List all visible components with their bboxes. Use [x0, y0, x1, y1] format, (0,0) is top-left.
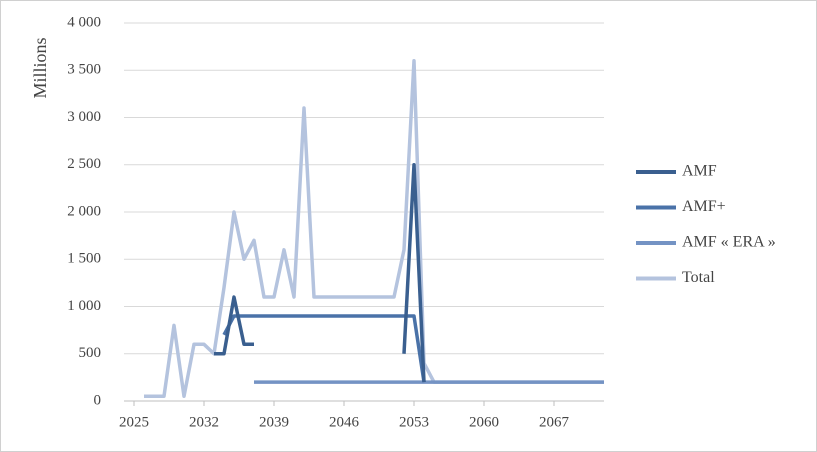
y-tick-label: 3 000: [67, 109, 101, 125]
legend-label: AMF: [682, 163, 717, 180]
x-tick-label: 2039: [259, 414, 289, 430]
legend-label: AMF « ERA »: [682, 234, 776, 251]
y-tick-label: 2 500: [67, 156, 101, 172]
legend-label: AMF+: [682, 198, 726, 215]
x-tick-label: 2053: [399, 414, 429, 430]
y-tick-label: 0: [94, 392, 102, 408]
x-tick-label: 2025: [119, 414, 149, 430]
y-tick-label: 4 000: [67, 14, 101, 30]
y-tick-label: 1 500: [67, 251, 101, 267]
x-tick-label: 2046: [329, 414, 360, 430]
y-tick-label: 500: [79, 345, 102, 361]
y-tick-label: 2 000: [67, 203, 101, 219]
y-tick-label: 3 500: [67, 62, 101, 78]
x-tick-label: 2067: [539, 414, 570, 430]
legend-label: Total: [682, 269, 715, 286]
x-tick-label: 2032: [189, 414, 219, 430]
y-axis-label: Millions: [30, 37, 50, 98]
x-tick-label: 2060: [469, 414, 499, 430]
series-line: [222, 314, 426, 383]
series-line: [214, 163, 426, 383]
y-tick-label: 1 000: [67, 298, 101, 314]
